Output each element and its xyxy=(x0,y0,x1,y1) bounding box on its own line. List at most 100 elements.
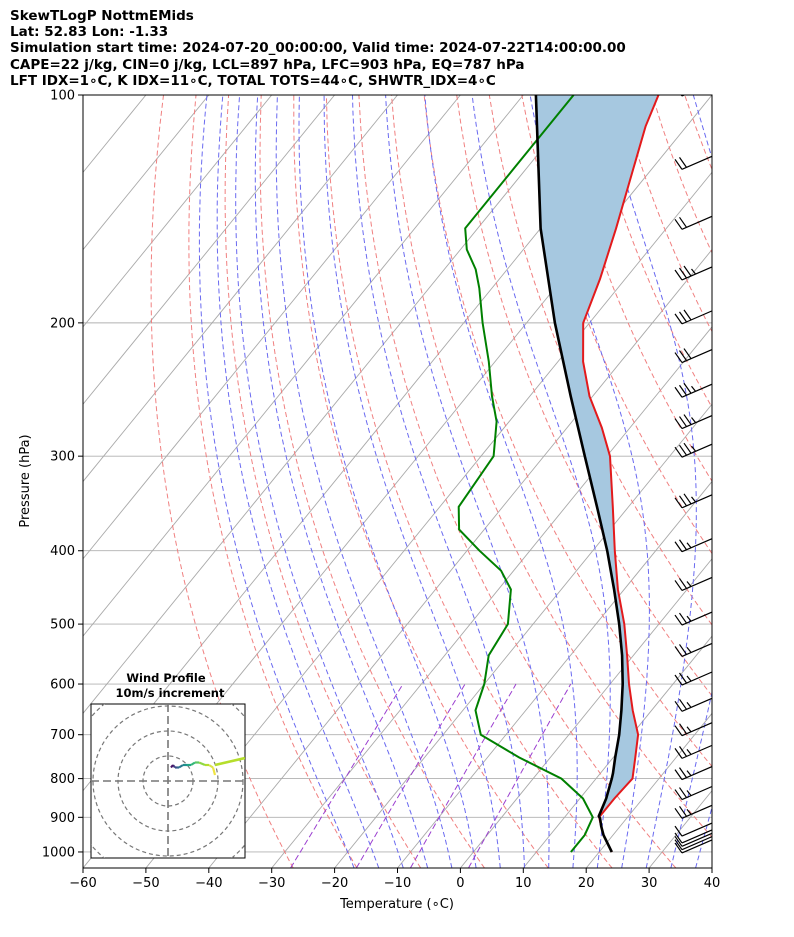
y-tick-label: 100 xyxy=(50,89,75,104)
dry-adiabat xyxy=(259,95,485,868)
isotherm xyxy=(271,326,712,868)
x-tick-label: −40 xyxy=(195,876,222,891)
wind-barb-shaft xyxy=(681,494,712,509)
wind-barb-shaft xyxy=(681,697,712,712)
isotherm xyxy=(83,95,84,96)
wind-barb-half-flag xyxy=(691,496,696,503)
wind-barb-flag xyxy=(679,644,687,655)
hodograph-subtitle: 10m/s increment xyxy=(116,686,225,700)
dry-adiabat xyxy=(456,95,712,697)
isotherm xyxy=(83,95,587,715)
wind-barb-flag xyxy=(679,539,687,551)
wind-barb-flag xyxy=(679,216,687,228)
hodograph-segment xyxy=(208,764,214,769)
wind-barb-flag xyxy=(679,723,687,735)
wind-barb-flag xyxy=(683,265,692,277)
wind-barb-shaft xyxy=(681,611,712,626)
wind-barb-flag xyxy=(674,725,683,737)
wind-barb-shaft xyxy=(681,804,712,819)
isotherm xyxy=(208,248,712,868)
wind-barb-flag xyxy=(674,789,683,800)
wind-barb-flag xyxy=(679,612,687,624)
wind-barb-shaft xyxy=(681,829,712,844)
x-tick-label: −50 xyxy=(132,876,159,891)
wind-barb-shaft xyxy=(681,766,712,781)
isotherm xyxy=(711,867,712,868)
wind-barb-flag xyxy=(679,444,687,456)
x-tick-label: −60 xyxy=(69,876,96,891)
x-axis-label: Temperature (∘C) xyxy=(339,897,454,912)
x-tick-label: −30 xyxy=(258,876,285,891)
wind-barb-shaft xyxy=(681,215,712,230)
x-tick-label: 30 xyxy=(641,876,658,891)
isotherm xyxy=(460,558,712,868)
isotherm xyxy=(83,95,461,560)
wind-barb-flag xyxy=(674,700,683,712)
station-title: SkewTLogP NottmEMids xyxy=(10,8,194,24)
dry-adiabat xyxy=(391,95,712,839)
wind-barb-shaft xyxy=(681,785,712,801)
location-coords: Lat: 52.83 Lon: -1.33 xyxy=(10,24,169,41)
y-tick-label: 900 xyxy=(50,811,75,826)
moist-adiabat xyxy=(385,95,550,868)
wind-barb-half-flag xyxy=(691,268,696,275)
moist-adiabat xyxy=(235,95,404,868)
wind-barb-flag xyxy=(674,313,683,325)
wind-barb-shaft xyxy=(681,95,686,97)
x-tick-label: −10 xyxy=(384,876,411,891)
wind-barb xyxy=(674,155,712,170)
isotherm xyxy=(83,95,524,637)
wind-barb-shaft xyxy=(681,415,712,430)
wind-barb-flag xyxy=(674,832,683,844)
wind-barb-flag xyxy=(674,386,683,398)
wind-barb-flag xyxy=(679,578,687,589)
moist-adiabat xyxy=(323,95,501,868)
wind-barb-flag xyxy=(683,493,692,505)
wind-barb-flag xyxy=(674,497,683,509)
wind-barb-half-flag xyxy=(686,808,692,815)
wind-barb-shaft xyxy=(681,266,712,281)
wind-barb xyxy=(674,836,712,851)
wind-barb-flag xyxy=(683,382,692,394)
wind-barb-flag xyxy=(674,839,683,851)
simulation-times: Simulation start time: 2024-07-20_00:00:… xyxy=(10,40,626,57)
wind-barb-flag xyxy=(679,746,687,757)
wind-barb xyxy=(674,785,712,801)
y-tick-label: 500 xyxy=(50,618,75,633)
hodograph-segment xyxy=(190,761,196,766)
hodograph-segment xyxy=(211,767,217,776)
y-axis-label: Pressure (hPa) xyxy=(18,434,33,527)
wind-barb xyxy=(674,382,712,398)
parcel-line xyxy=(534,95,625,853)
wind-barb-flag xyxy=(674,541,683,553)
mixing-ratio-line xyxy=(409,683,517,868)
wind-barb-flag xyxy=(679,787,687,798)
wind-barb-flag xyxy=(674,418,683,429)
hodograph-segment xyxy=(178,764,184,769)
y-tick-label: 600 xyxy=(50,678,75,693)
moist-adiabat xyxy=(298,95,477,868)
wind-barb-flag xyxy=(674,269,683,281)
moist-adiabat xyxy=(529,95,650,868)
dewpoint-line xyxy=(457,95,594,853)
wind-barb-flag xyxy=(683,348,692,359)
wind-barb-flag xyxy=(683,442,692,454)
mixing-ratio-line xyxy=(468,683,572,868)
wind-barb-flag xyxy=(679,495,687,507)
isotherm xyxy=(397,480,712,868)
wind-barb-shaft xyxy=(681,722,712,737)
dry-adiabat xyxy=(325,95,613,868)
hodograph-segment xyxy=(214,756,245,767)
wind-barb-flag xyxy=(674,674,683,686)
wind-barb-half-flag xyxy=(686,615,692,622)
isotherm xyxy=(83,95,335,405)
wind-barb-shaft xyxy=(681,155,712,170)
wind-barb xyxy=(674,309,712,325)
wind-barb xyxy=(674,215,712,230)
dry-adiabat xyxy=(717,95,794,868)
mixing-ratio-line xyxy=(290,683,404,868)
wind-barb-flag xyxy=(683,414,692,425)
wind-barb xyxy=(674,493,712,509)
mixing-ratio-line xyxy=(355,683,466,868)
